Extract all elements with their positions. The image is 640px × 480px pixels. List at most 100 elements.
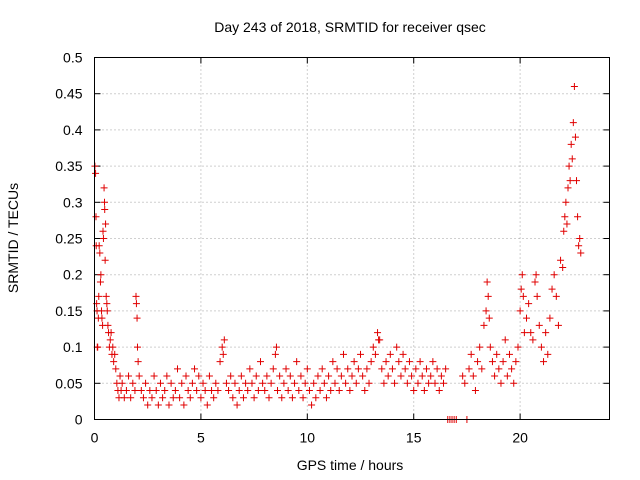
data-point (100, 184, 108, 192)
data-point (410, 387, 418, 395)
data-point (412, 365, 420, 373)
x-tick-label: 20 (512, 430, 528, 446)
data-point (146, 387, 154, 395)
data-point (408, 372, 416, 380)
data-point (333, 365, 341, 373)
data-point (480, 321, 488, 329)
data-point (378, 365, 386, 373)
data-point (371, 350, 379, 358)
data-point (110, 358, 118, 366)
data-point (318, 365, 326, 373)
data-point (271, 350, 279, 358)
data-point (352, 379, 360, 387)
data-point (99, 235, 107, 242)
data-point (414, 379, 422, 387)
data-point (197, 394, 205, 402)
data-point (159, 394, 167, 402)
data-point (382, 358, 390, 366)
y-tick-label: 0.05 (55, 375, 82, 391)
data-point (544, 350, 552, 358)
data-point (342, 379, 350, 387)
data-point (96, 278, 104, 286)
data-point (574, 213, 582, 221)
data-point (201, 387, 209, 395)
data-point (261, 387, 269, 395)
data-point (101, 198, 109, 206)
data-point (361, 387, 369, 395)
data-point (98, 314, 106, 322)
data-point (97, 271, 105, 279)
y-tick-label: 0.5 (63, 50, 83, 66)
data-point (301, 379, 309, 387)
data-point (322, 394, 330, 402)
data-point (482, 307, 490, 315)
data-point (374, 329, 382, 337)
data-point (529, 336, 537, 344)
data-point (405, 358, 413, 366)
data-point (525, 300, 533, 308)
data-point (484, 292, 492, 300)
data-point (393, 343, 401, 351)
data-point (242, 379, 250, 387)
data-point (562, 198, 570, 206)
data-point (483, 278, 491, 286)
data-point (308, 401, 316, 409)
x-tick-label: 5 (197, 430, 205, 446)
grid (94, 57, 610, 420)
y-tick-label: 0.45 (55, 86, 82, 102)
data-point (118, 379, 126, 387)
data-point (518, 271, 526, 279)
data-point (278, 394, 286, 402)
data-point (299, 394, 307, 402)
data-point (101, 256, 109, 264)
data-point (239, 394, 247, 402)
data-point (420, 387, 428, 395)
data-point (346, 387, 354, 395)
data-point (354, 365, 362, 373)
data-point (552, 292, 560, 300)
data-point (267, 379, 275, 387)
data-point (272, 343, 280, 351)
data-point (109, 343, 117, 351)
data-point (495, 365, 503, 373)
data-point (570, 82, 578, 90)
data-point (512, 358, 520, 366)
data-point (131, 387, 139, 395)
data-point (563, 220, 571, 228)
data-point (116, 372, 124, 380)
data-point (161, 387, 169, 395)
data-point (542, 329, 550, 337)
data-point (154, 401, 162, 409)
data-point (184, 387, 192, 395)
data-point (286, 372, 294, 380)
data-point (575, 242, 583, 250)
data-point (399, 350, 407, 358)
data-point (199, 379, 207, 387)
data-point (314, 372, 322, 380)
data-point (491, 372, 499, 380)
data-point (135, 372, 143, 380)
data-point (291, 379, 299, 387)
data-point (391, 379, 399, 387)
y-tick-label: 0 (75, 412, 83, 428)
data-point (503, 372, 511, 380)
data-point (416, 358, 424, 366)
data-point (367, 358, 375, 366)
data-point (95, 292, 103, 300)
data-point (535, 321, 543, 329)
data-point (331, 379, 339, 387)
data-point (369, 343, 377, 351)
data-point (133, 343, 141, 351)
data-point (476, 343, 484, 351)
data-point (442, 365, 450, 373)
data-point (144, 401, 152, 409)
data-point (182, 372, 190, 380)
data-point (163, 372, 171, 380)
data-point (519, 292, 527, 300)
data-point (499, 358, 507, 366)
data-point (134, 358, 142, 366)
data-point (469, 372, 477, 380)
data-point (422, 365, 430, 373)
data-points (91, 82, 585, 423)
y-axis-title: SRMTID / TECUs (5, 183, 21, 293)
